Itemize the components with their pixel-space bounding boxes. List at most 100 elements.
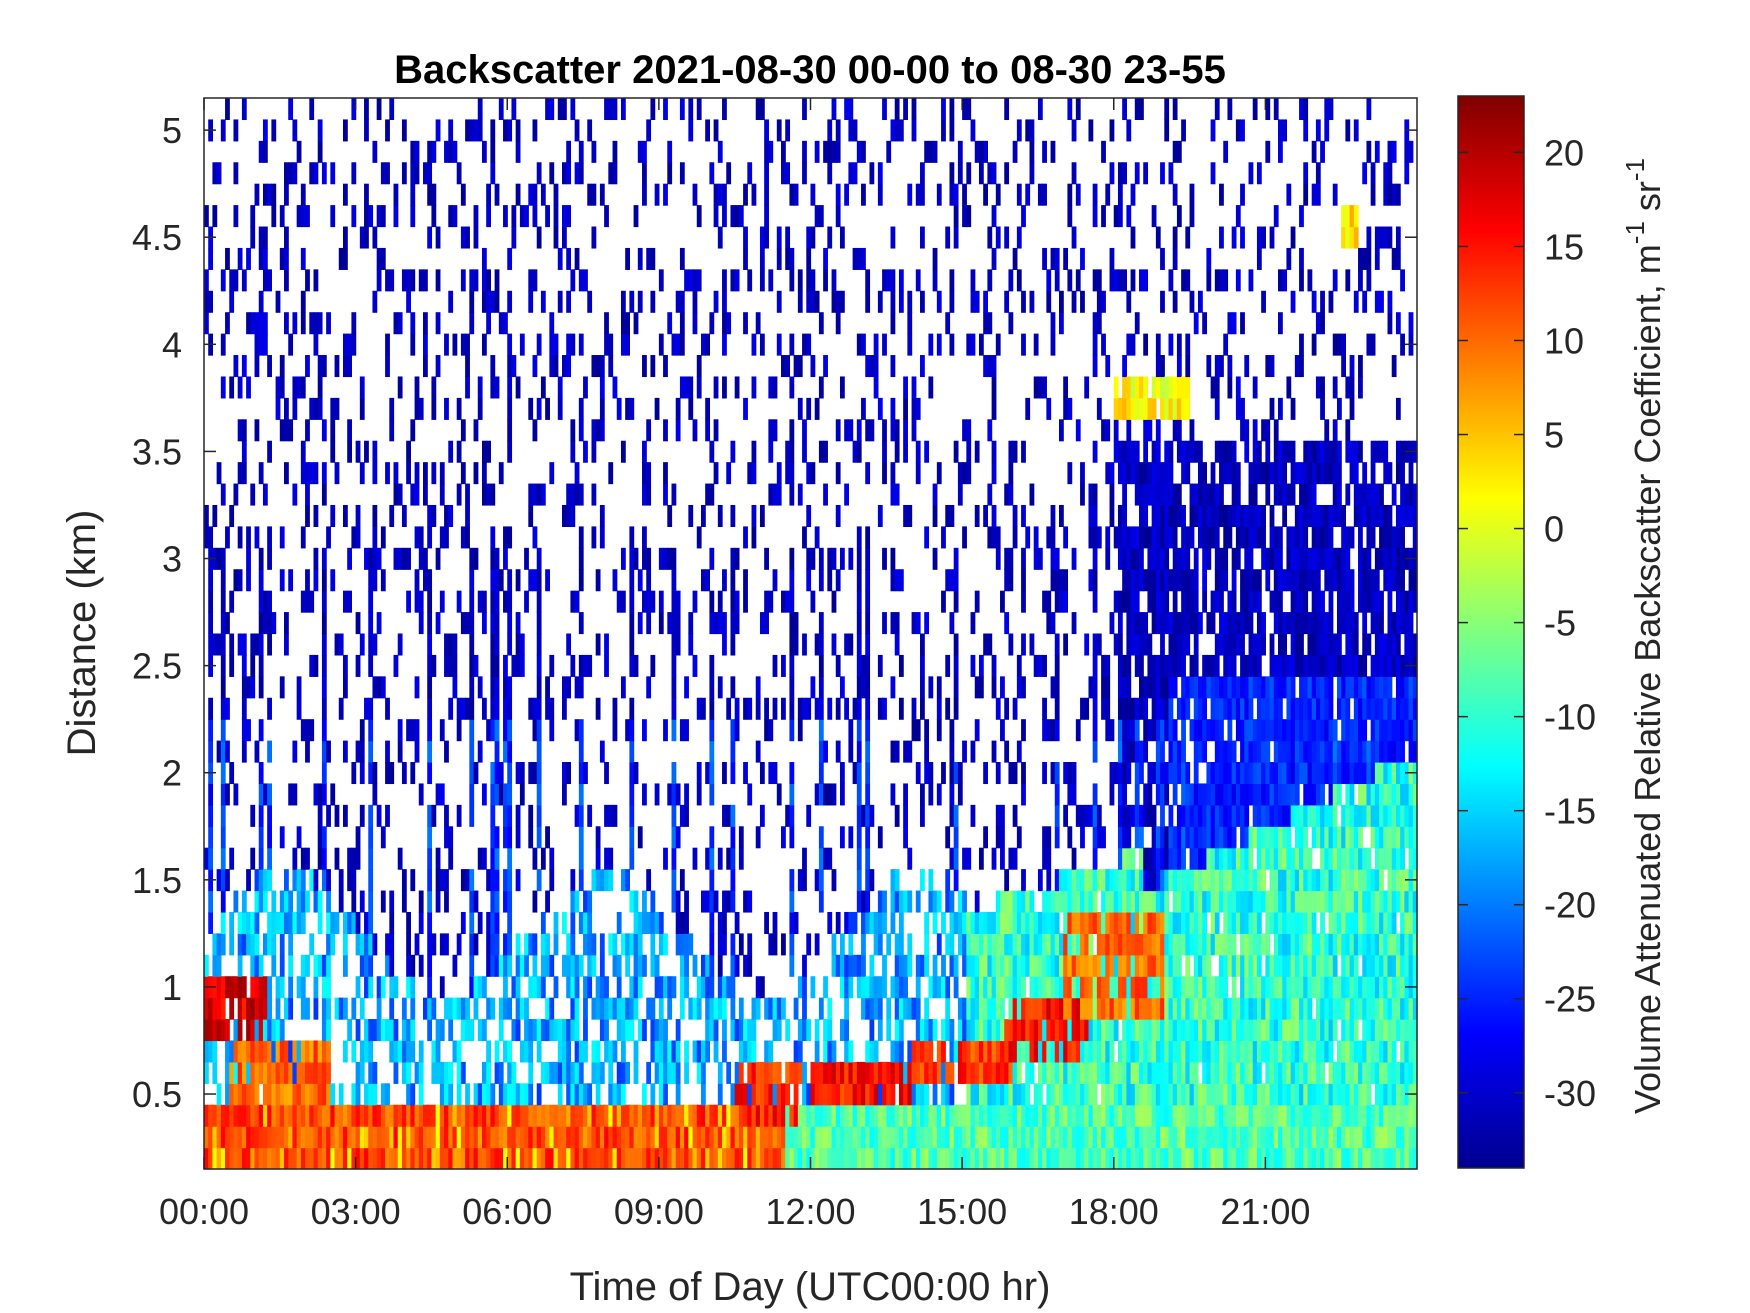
heatmap-cell (755, 98, 761, 121)
heatmap-cell (911, 419, 917, 442)
heatmap-cell (1189, 783, 1195, 806)
heatmap-cell (633, 1061, 639, 1084)
heatmap-cell (1223, 1019, 1229, 1042)
heatmap-cell (427, 1126, 433, 1149)
heatmap-cell (616, 1104, 622, 1127)
heatmap-cell (692, 1126, 698, 1149)
heatmap-cell (414, 676, 420, 699)
heatmap-cell (709, 162, 715, 185)
heatmap-cell (903, 397, 908, 420)
heatmap-cell (751, 1040, 757, 1063)
heatmap-cell (284, 612, 289, 635)
heatmap-cell (1109, 1061, 1115, 1084)
heatmap-cell (1143, 976, 1149, 999)
heatmap-cell (806, 1147, 812, 1170)
heatmap-cell (1164, 847, 1170, 870)
heatmap-cell (789, 911, 795, 934)
heatmap-cell (924, 1083, 930, 1106)
heatmap-cell (292, 397, 298, 420)
heatmap-cell (536, 1104, 542, 1127)
heatmap-cell (620, 290, 626, 313)
heatmap-cell (1168, 333, 1174, 356)
heatmap-cell (578, 826, 584, 849)
heatmap-cell (759, 269, 765, 292)
heatmap-cell (966, 933, 972, 956)
heatmap-cell (768, 440, 774, 463)
heatmap-cell (713, 612, 719, 635)
heatmap-cell (747, 1019, 753, 1042)
heatmap-cell (225, 783, 230, 806)
heatmap-cell (1189, 869, 1195, 892)
heatmap-cell (1117, 762, 1123, 785)
heatmap-cell (368, 911, 374, 934)
heatmap-cell (439, 869, 445, 892)
heatmap-cell (1008, 1061, 1014, 1084)
heatmap-cell (700, 1061, 706, 1084)
heatmap-cell (578, 1083, 584, 1106)
heatmap-cell (1008, 1126, 1014, 1149)
heatmap-cell (970, 740, 976, 763)
heatmap-cell (465, 612, 470, 635)
heatmap-cell (1189, 1104, 1195, 1127)
heatmap-cell (334, 1147, 340, 1170)
heatmap-cell (1037, 954, 1043, 977)
heatmap-cell (848, 954, 854, 977)
heatmap-cell (1016, 740, 1022, 763)
heatmap-cell (385, 119, 390, 142)
heatmap-cell (208, 783, 214, 806)
heatmap-cell (1050, 676, 1056, 699)
heatmap-cell (1021, 1083, 1026, 1106)
heatmap-cell (1219, 1126, 1224, 1149)
heatmap-cell (1025, 119, 1031, 142)
heatmap-cell (1176, 1147, 1182, 1170)
heatmap-cell (1021, 333, 1026, 356)
heatmap-cell (1193, 1104, 1199, 1127)
heatmap-cell (1206, 483, 1212, 506)
heatmap-cell (292, 1126, 298, 1149)
heatmap-cell (267, 1019, 272, 1042)
heatmap-cell (877, 397, 883, 420)
heatmap-cell (646, 1061, 652, 1084)
heatmap-cell (591, 419, 597, 442)
heatmap-cell (1189, 440, 1195, 463)
heatmap-cell (498, 1083, 504, 1106)
heatmap-cell (768, 269, 774, 292)
heatmap-cell (793, 997, 799, 1020)
heatmap-cell (818, 847, 824, 870)
heatmap-cell (907, 890, 913, 913)
heatmap-cell (1219, 590, 1224, 613)
heatmap-cell (334, 847, 340, 870)
heatmap-cell (642, 1147, 647, 1170)
heatmap-cell (1063, 804, 1069, 827)
heatmap-cell (1050, 933, 1056, 956)
heatmap-cell (351, 205, 357, 228)
heatmap-cell (599, 976, 605, 999)
heatmap-cell (1210, 697, 1216, 720)
heatmap-cell (1143, 676, 1149, 699)
heatmap-cell (1160, 783, 1165, 806)
heatmap-cell (978, 162, 984, 185)
heatmap-cell (241, 719, 247, 742)
heatmap-cell (818, 547, 824, 570)
heatmap-cell (818, 654, 824, 677)
heatmap-cell (271, 612, 277, 635)
heatmap-cell (995, 1147, 1001, 1170)
heatmap-cell (342, 1147, 348, 1170)
heatmap-cell (920, 783, 925, 806)
heatmap-cell (498, 1126, 504, 1149)
heatmap-cell (1042, 247, 1047, 270)
heatmap-cell (262, 1147, 268, 1170)
heatmap-cell (1117, 697, 1123, 720)
heatmap-cell (591, 954, 597, 977)
heatmap-cell (928, 676, 934, 699)
heatmap-cell (1219, 1104, 1224, 1127)
heatmap-cell (503, 719, 508, 742)
heatmap-cell (1160, 1147, 1165, 1170)
heatmap-cell (1193, 826, 1199, 849)
heatmap-cell (570, 976, 576, 999)
heatmap-cell (1096, 1019, 1102, 1042)
heatmap-cell (313, 504, 319, 527)
heatmap-cell (427, 911, 433, 934)
heatmap-cell (1008, 1104, 1014, 1127)
heatmap-cell (1004, 911, 1010, 934)
